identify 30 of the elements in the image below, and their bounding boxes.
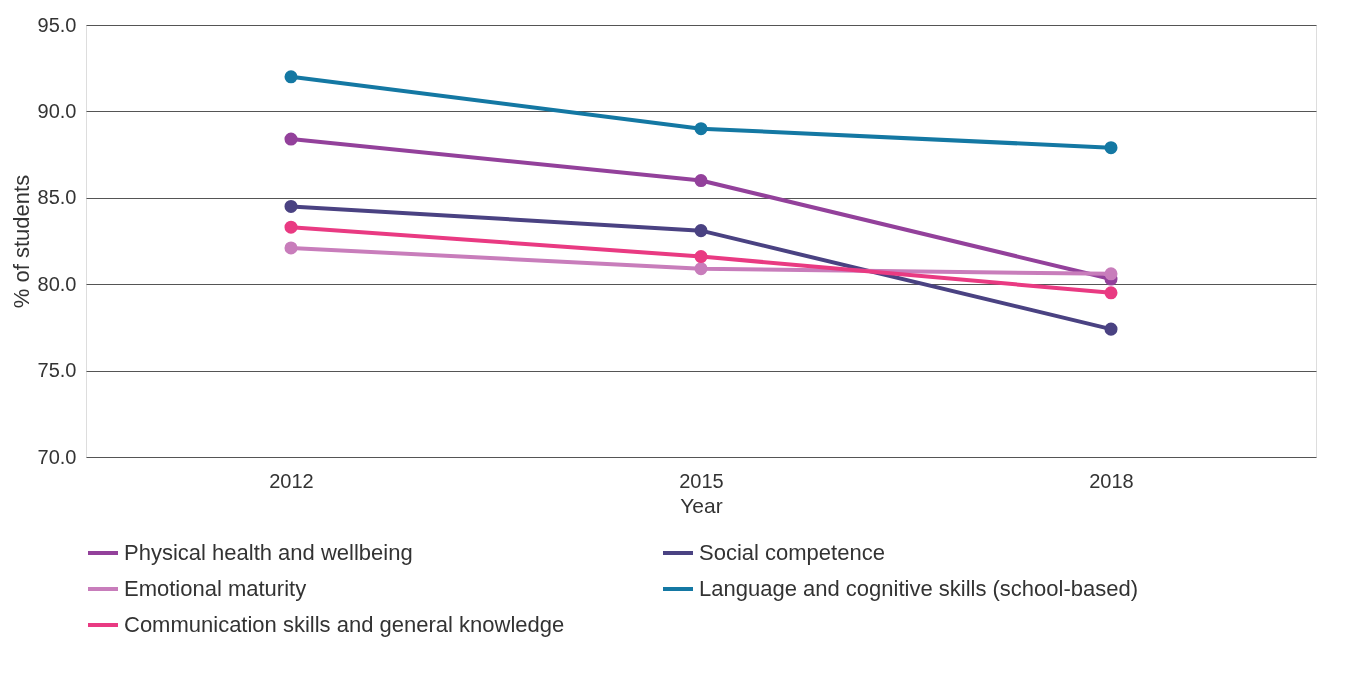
point [284, 70, 298, 84]
point [694, 122, 708, 136]
x-axis-title: Year [680, 493, 723, 517]
legend-label: Social competence [699, 540, 885, 565]
point [1104, 141, 1118, 155]
legend-label: Emotional maturity [124, 576, 307, 601]
legend-label: Physical health and wellbeing [124, 540, 413, 565]
point [694, 224, 708, 238]
legend-label: Communication skills and general knowledge [124, 612, 565, 637]
point [1104, 286, 1118, 300]
point [284, 199, 298, 213]
y-tick-label: 70.0 [37, 445, 77, 468]
legend-label: Language and cognitive skills (school-based) [699, 576, 1139, 601]
x-tick-label: 2018 [1089, 469, 1134, 492]
y-tick-label: 85.0 [37, 186, 77, 209]
x-tick-label: 2012 [269, 469, 314, 492]
point [1104, 322, 1118, 336]
y-tick-label: 90.0 [37, 99, 77, 122]
y-tick-label: 75.0 [37, 359, 77, 382]
point [1104, 267, 1118, 281]
point [284, 220, 298, 234]
y-tick-label: 95.0 [37, 13, 77, 36]
point [694, 250, 708, 264]
y-axis-title: % of students [8, 174, 34, 309]
point [694, 262, 708, 276]
point [694, 174, 708, 188]
point [284, 132, 298, 146]
point [284, 241, 298, 255]
y-tick-label: 80.0 [37, 272, 77, 295]
x-tick-label: 2015 [679, 469, 724, 492]
